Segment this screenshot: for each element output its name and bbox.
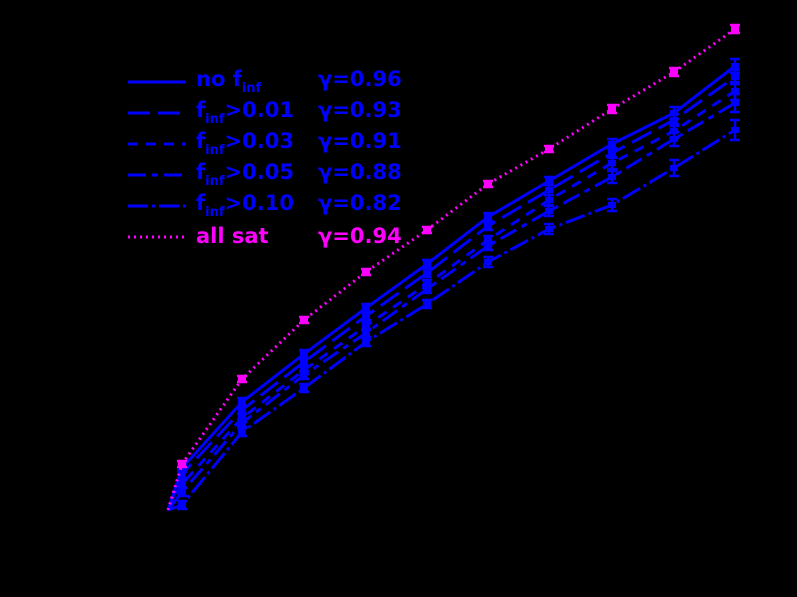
series-layer	[166, 23, 740, 512]
data-point-marker	[484, 237, 492, 243]
legend-gamma-value: γ=0.88	[318, 159, 402, 184]
legend-line-swatch-icon	[128, 173, 186, 176]
data-point-marker	[731, 88, 739, 94]
data-point-marker	[608, 150, 616, 156]
data-point-marker	[178, 471, 186, 477]
legend-line-swatch-icon	[128, 204, 186, 207]
legend-line-swatch-icon	[128, 142, 186, 145]
data-point-marker	[362, 305, 370, 311]
legend-line-swatch-icon	[128, 235, 186, 238]
data-point-marker	[423, 261, 431, 267]
data-point-marker	[300, 372, 308, 378]
series-line	[166, 101, 736, 511]
data-point-marker	[178, 481, 186, 487]
data-point-marker	[484, 259, 492, 265]
data-point-marker	[178, 461, 186, 467]
data-point-marker	[178, 502, 186, 508]
series-all-sat	[166, 23, 740, 511]
data-point-marker	[670, 165, 678, 171]
data-point-marker	[731, 63, 739, 69]
data-point-marker	[300, 385, 308, 391]
data-point-marker	[731, 127, 739, 133]
data-point-marker	[362, 339, 370, 345]
data-point-marker	[238, 407, 246, 413]
legend-item: all sat γ=0.94	[128, 221, 402, 252]
legend-item: finf>0.03 γ=0.91	[128, 128, 402, 159]
legend-label: finf>0.05 γ=0.88	[196, 159, 402, 189]
data-point-marker	[670, 136, 678, 142]
data-point-marker	[362, 313, 370, 319]
legend-gamma-value: γ=0.93	[318, 97, 402, 122]
data-point-marker	[484, 223, 492, 229]
data-point-marker	[608, 160, 616, 166]
legend-item: finf>0.01 γ=0.93	[128, 97, 402, 128]
legend-line-swatch-icon	[128, 111, 186, 114]
data-point-marker	[362, 269, 370, 275]
data-point-marker	[731, 26, 739, 32]
legend-label: finf>0.03 γ=0.91	[196, 128, 402, 158]
data-point-marker	[238, 420, 246, 426]
data-point-marker	[178, 489, 186, 495]
legend-label: no finf γ=0.96	[196, 66, 402, 96]
data-point-marker	[608, 106, 616, 112]
legend: no finf γ=0.96 finf>0.01 γ=0.93 finf>0.03 γ=0…	[128, 66, 402, 252]
data-point-marker	[608, 174, 616, 180]
data-point-marker	[423, 301, 431, 307]
data-point-marker	[731, 100, 739, 106]
data-point-marker	[362, 323, 370, 329]
data-point-marker	[545, 197, 553, 203]
data-point-marker	[423, 227, 431, 233]
data-point-marker	[731, 74, 739, 80]
legend-gamma-value: γ=0.96	[318, 66, 402, 91]
legend-label: finf>0.01 γ=0.93	[196, 97, 402, 127]
data-point-marker	[545, 226, 553, 232]
data-point-marker	[423, 286, 431, 292]
data-point-marker	[423, 270, 431, 276]
data-point-marker	[300, 359, 308, 365]
legend-label: finf>0.10 γ=0.82	[196, 190, 402, 220]
data-point-marker	[300, 317, 308, 323]
legend-gamma-value: γ=0.94	[318, 224, 402, 248]
data-point-marker	[238, 376, 246, 382]
data-point-marker	[608, 141, 616, 147]
legend-item: finf>0.05 γ=0.88	[128, 159, 402, 190]
legend-gamma-value: γ=0.91	[318, 128, 402, 153]
legend-label: all sat γ=0.94	[196, 224, 402, 248]
data-point-marker	[545, 178, 553, 184]
data-point-marker	[484, 243, 492, 249]
data-point-marker	[545, 187, 553, 193]
data-point-marker	[670, 69, 678, 75]
legend-item: finf>0.10 γ=0.82	[128, 190, 402, 221]
legend-item: no finf γ=0.96	[128, 66, 402, 97]
data-point-marker	[238, 399, 246, 405]
legend-line-swatch-icon	[128, 80, 186, 83]
data-point-marker	[670, 117, 678, 123]
data-point-marker	[545, 146, 553, 152]
data-point-marker	[545, 208, 553, 214]
data-point-marker	[362, 330, 370, 336]
data-point-marker	[484, 181, 492, 187]
data-point-marker	[300, 351, 308, 357]
data-point-marker	[484, 214, 492, 220]
data-point-marker	[608, 202, 616, 208]
series-f-inf-0-10	[167, 118, 740, 512]
data-point-marker	[238, 429, 246, 435]
legend-gamma-value: γ=0.82	[318, 190, 402, 215]
series-f-inf-0-05	[166, 92, 740, 511]
series-line	[166, 75, 736, 511]
